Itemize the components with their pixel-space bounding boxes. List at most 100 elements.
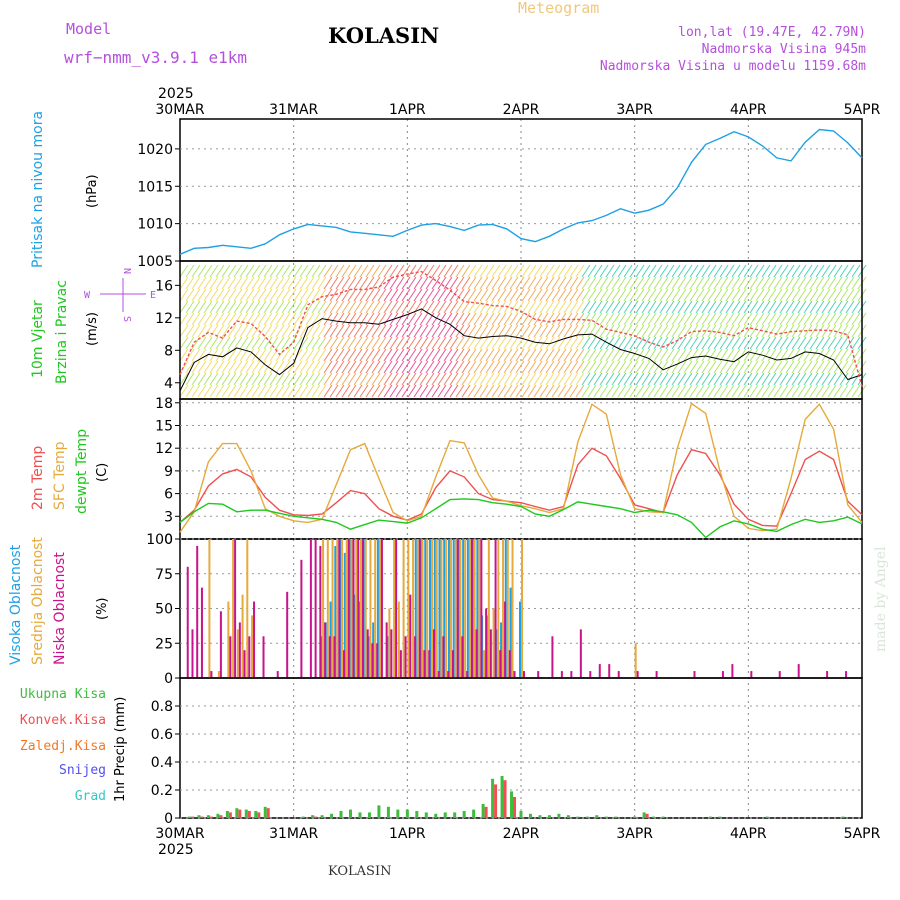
wind-barb: [263, 264, 273, 278]
bar-visoka-oblacnost: [433, 539, 436, 678]
wind-barb: [833, 312, 843, 326]
wind-barb: [749, 288, 759, 302]
wind-barb: [545, 300, 555, 314]
wind-barb: [269, 264, 279, 278]
wind-barb: [233, 276, 243, 290]
wind-barb: [803, 312, 813, 326]
bar-srednja-oblacnost: [478, 539, 481, 678]
wind-barb: [377, 300, 387, 314]
wind-barb: [473, 276, 483, 290]
wind-barb: [563, 300, 573, 314]
wind-barb: [449, 324, 459, 338]
wind-barb: [467, 300, 477, 314]
wind-barb: [719, 324, 729, 338]
wind-barb: [755, 372, 765, 386]
wind-barb: [773, 276, 783, 290]
wind-barb: [689, 264, 699, 278]
wind-barb: [809, 288, 819, 302]
wind-barb: [773, 324, 783, 338]
legend-total-precip: Ukupna Kisa: [20, 687, 106, 702]
series-line-gusts: [179, 270, 863, 387]
wind-barb: [719, 288, 729, 302]
wind-barb: [749, 324, 759, 338]
wind-barb: [839, 336, 849, 350]
wind-barb: [521, 288, 531, 302]
wind-barb: [437, 264, 447, 278]
wind-barb: [587, 312, 597, 326]
wind-barb: [545, 360, 555, 374]
wind-barb: [383, 348, 393, 362]
wind-barb: [785, 276, 795, 290]
wind-barb: [545, 348, 555, 362]
wind-barb: [317, 384, 327, 398]
wind-barb: [479, 348, 489, 362]
wind-barb: [287, 360, 297, 374]
wind-barb: [809, 312, 819, 326]
wind-barb: [665, 276, 675, 290]
wind-barb: [263, 288, 273, 302]
bar-niska-oblacnost: [504, 601, 507, 678]
wind-barb: [209, 264, 219, 278]
wind-barb: [761, 384, 771, 398]
wind-barb: [761, 372, 771, 386]
wind-barb: [743, 360, 753, 374]
wind-barb: [725, 348, 735, 362]
wind-barb: [419, 360, 429, 374]
wind-barb: [845, 312, 855, 326]
wind-barb: [383, 276, 393, 290]
bar-visoka-oblacnost: [376, 539, 379, 678]
bar-srednja-oblacnost: [336, 539, 339, 678]
wind-barb: [281, 312, 291, 326]
wind-barb: [635, 288, 645, 302]
bar-niska-oblacnost: [433, 629, 436, 678]
wind-barb: [539, 348, 549, 362]
wind-barb: [233, 348, 243, 362]
precip-unit: 1hr Precip (mm): [113, 697, 128, 802]
bar-srednja-oblacnost: [426, 539, 429, 678]
wind-barb: [527, 312, 537, 326]
date-tick-bottom: 5APR: [844, 826, 881, 842]
wind-barb: [347, 264, 357, 278]
wind-barb: [191, 300, 201, 314]
wind-barb: [437, 384, 447, 398]
bar-srednja-oblacnost: [331, 539, 334, 678]
bar-ukupna-kisa: [244, 809, 248, 818]
bar-srednja-oblacnost: [217, 671, 220, 678]
wind-barb: [719, 312, 729, 326]
wind-barb: [407, 276, 417, 290]
bar-srednja-oblacnost: [374, 539, 377, 678]
series-line-pritisak-na-nivou-mora: [179, 128, 863, 255]
wind-barb: [533, 288, 543, 302]
wind-barb: [785, 264, 795, 278]
wind-barb: [185, 264, 195, 278]
wind-barb: [665, 324, 675, 338]
wind-barb: [209, 360, 219, 374]
wind-barb: [779, 360, 789, 374]
wind-barb: [299, 384, 309, 398]
wind-barb: [233, 324, 243, 338]
wind-barb: [323, 264, 333, 278]
wind-barb: [707, 288, 717, 302]
bar-niska-oblacnost: [693, 671, 696, 678]
wind-barb: [845, 300, 855, 314]
wind-barb: [401, 300, 411, 314]
wind-barb: [413, 324, 423, 338]
wind-barb: [251, 300, 261, 314]
wind-barb: [533, 312, 543, 326]
bar-visoka-oblacnost: [519, 601, 521, 678]
wind-barb: [713, 336, 723, 350]
wind-barb: [623, 312, 633, 326]
wind-barb: [203, 288, 213, 302]
wind-barb: [503, 360, 513, 374]
wind-barb: [641, 360, 651, 374]
wind-barb: [467, 336, 477, 350]
wind-barb: [329, 372, 339, 386]
footer-station: KOLASIN: [328, 864, 391, 879]
wind-barb: [599, 324, 609, 338]
bar-visoka-oblacnost: [334, 545, 337, 678]
bar-niska-oblacnost: [253, 601, 256, 678]
wind-barb: [725, 324, 735, 338]
bar-srednja-oblacnost: [388, 608, 391, 678]
bar-niska-oblacnost: [234, 539, 237, 678]
wind-barb: [311, 288, 321, 302]
